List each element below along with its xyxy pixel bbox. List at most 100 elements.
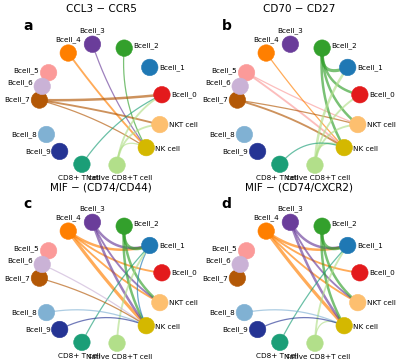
Circle shape <box>282 214 299 231</box>
Text: NK cell: NK cell <box>353 324 378 330</box>
Text: Bcell_2: Bcell_2 <box>331 220 357 227</box>
Text: Bcell_4: Bcell_4 <box>253 214 279 221</box>
Text: Bcell_9: Bcell_9 <box>223 326 248 333</box>
Circle shape <box>229 92 246 108</box>
Text: Bcell_7: Bcell_7 <box>202 275 228 282</box>
Circle shape <box>238 65 255 81</box>
Text: CD8+ T cell: CD8+ T cell <box>58 353 101 358</box>
Text: Bcell_6: Bcell_6 <box>7 79 33 86</box>
Circle shape <box>109 335 125 352</box>
Text: Bcell_3: Bcell_3 <box>80 27 105 34</box>
Circle shape <box>236 126 253 143</box>
Circle shape <box>152 116 168 133</box>
Circle shape <box>350 295 366 311</box>
Circle shape <box>152 295 168 311</box>
Text: Bcell_5: Bcell_5 <box>14 67 40 74</box>
Circle shape <box>34 256 50 273</box>
Text: Bcell_4: Bcell_4 <box>55 214 81 221</box>
Text: Bcell_0: Bcell_0 <box>171 91 197 98</box>
Text: Bcell_6: Bcell_6 <box>205 257 231 264</box>
Text: NKT cell: NKT cell <box>169 122 198 127</box>
Text: Bcell_2: Bcell_2 <box>331 42 357 49</box>
Circle shape <box>307 335 323 352</box>
Text: Bcell_1: Bcell_1 <box>357 64 382 71</box>
Text: Native CD8+T cell: Native CD8+T cell <box>284 353 350 360</box>
Text: CD8+ T cell: CD8+ T cell <box>256 353 299 358</box>
Circle shape <box>154 265 170 281</box>
Text: Bcell_7: Bcell_7 <box>202 97 228 104</box>
Circle shape <box>34 78 50 95</box>
Title: MIF − (CD74/CXCR2): MIF − (CD74/CXCR2) <box>245 183 353 192</box>
Circle shape <box>31 270 48 286</box>
Circle shape <box>314 218 330 234</box>
Text: Bcell_9: Bcell_9 <box>25 326 50 333</box>
Circle shape <box>74 334 90 351</box>
Circle shape <box>336 317 352 334</box>
Text: Bcell_0: Bcell_0 <box>369 269 395 276</box>
Text: Bcell_2: Bcell_2 <box>133 220 159 227</box>
Circle shape <box>314 40 330 56</box>
Circle shape <box>232 256 248 273</box>
Text: Bcell_3: Bcell_3 <box>278 205 303 212</box>
Circle shape <box>142 237 158 254</box>
Text: NK cell: NK cell <box>353 146 378 152</box>
Text: CD8+ T cell: CD8+ T cell <box>256 175 299 180</box>
Text: Bcell_7: Bcell_7 <box>4 97 30 104</box>
Circle shape <box>238 243 255 259</box>
Text: Bcell_5: Bcell_5 <box>212 245 238 252</box>
Circle shape <box>138 317 154 334</box>
Text: Bcell_9: Bcell_9 <box>223 148 248 155</box>
Title: CCL3 − CCR5: CCL3 − CCR5 <box>66 4 136 14</box>
Circle shape <box>40 65 57 81</box>
Text: Bcell_9: Bcell_9 <box>25 148 50 155</box>
Circle shape <box>31 92 48 108</box>
Text: Bcell_8: Bcell_8 <box>12 309 37 316</box>
Circle shape <box>84 214 101 231</box>
Text: Native CD8+T cell: Native CD8+T cell <box>284 175 350 182</box>
Circle shape <box>229 270 246 286</box>
Circle shape <box>258 223 274 239</box>
Circle shape <box>38 304 55 321</box>
Circle shape <box>52 143 68 160</box>
Text: Bcell_7: Bcell_7 <box>4 275 30 282</box>
Text: Bcell_8: Bcell_8 <box>12 131 37 138</box>
Text: NKT cell: NKT cell <box>169 300 198 306</box>
Text: c: c <box>24 197 32 212</box>
Circle shape <box>38 126 55 143</box>
Circle shape <box>249 321 266 338</box>
Circle shape <box>116 40 132 56</box>
Circle shape <box>352 87 368 103</box>
Circle shape <box>352 265 368 281</box>
Circle shape <box>52 321 68 338</box>
Text: NKT cell: NKT cell <box>367 300 396 306</box>
Circle shape <box>258 45 274 61</box>
Text: Bcell_0: Bcell_0 <box>171 269 197 276</box>
Text: Native CD8+T cell: Native CD8+T cell <box>86 353 153 360</box>
Text: Bcell_0: Bcell_0 <box>369 91 395 98</box>
Circle shape <box>109 157 125 173</box>
Text: a: a <box>24 19 33 33</box>
Text: NK cell: NK cell <box>155 324 180 330</box>
Circle shape <box>336 139 352 156</box>
Circle shape <box>138 139 154 156</box>
Text: Native CD8+T cell: Native CD8+T cell <box>86 175 153 182</box>
Title: MIF − (CD74/CD44): MIF − (CD74/CD44) <box>50 183 152 192</box>
Circle shape <box>272 156 288 173</box>
Circle shape <box>272 334 288 351</box>
Text: d: d <box>222 197 231 212</box>
Circle shape <box>84 36 101 52</box>
Circle shape <box>236 304 253 321</box>
Circle shape <box>282 36 299 52</box>
Text: NKT cell: NKT cell <box>367 122 396 127</box>
Circle shape <box>340 59 356 76</box>
Text: Bcell_8: Bcell_8 <box>210 131 235 138</box>
Circle shape <box>60 223 76 239</box>
Circle shape <box>307 157 323 173</box>
Text: Bcell_2: Bcell_2 <box>133 42 159 49</box>
Circle shape <box>40 243 57 259</box>
Text: Bcell_1: Bcell_1 <box>159 64 185 71</box>
Text: Bcell_6: Bcell_6 <box>205 79 231 86</box>
Circle shape <box>116 218 132 234</box>
Text: NK cell: NK cell <box>155 146 180 152</box>
Text: Bcell_8: Bcell_8 <box>210 309 235 316</box>
